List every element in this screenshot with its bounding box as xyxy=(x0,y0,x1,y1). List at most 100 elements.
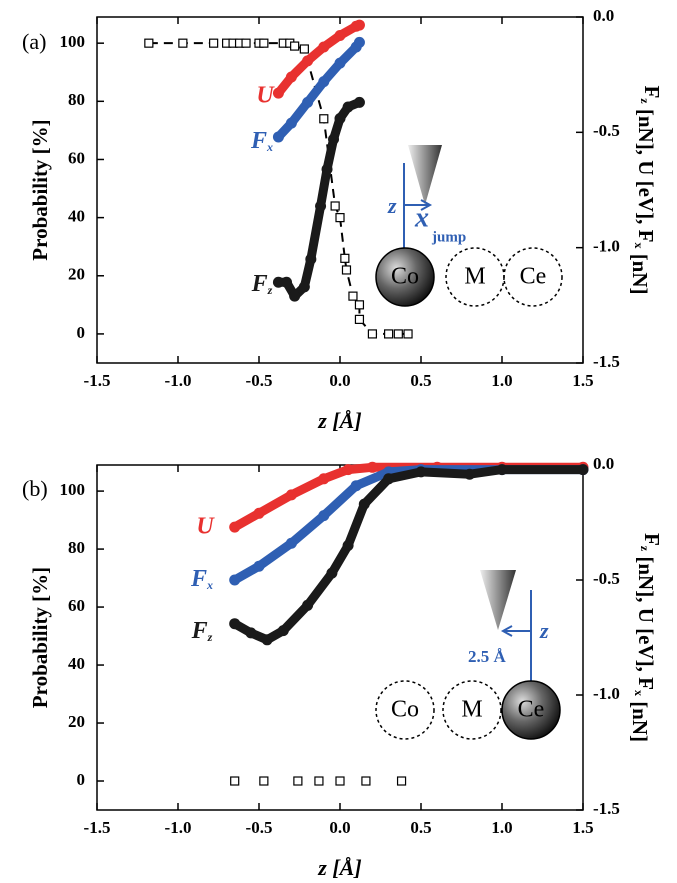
square-marker xyxy=(314,776,324,786)
dot-marker xyxy=(318,473,330,485)
x-tick-label: 1.5 xyxy=(572,818,593,837)
y2-tick-label: -1.5 xyxy=(593,352,620,371)
atom-label: M xyxy=(464,264,485,290)
y-tick-label: 80 xyxy=(68,90,85,109)
x-tick-label: 1.0 xyxy=(491,818,512,837)
dot-marker xyxy=(305,253,317,265)
annotation: x xyxy=(414,202,429,233)
y2-tick-label: -0.5 xyxy=(593,569,620,588)
dot-marker xyxy=(383,473,395,485)
dot-marker xyxy=(353,36,365,48)
y-tick-label: 20 xyxy=(68,712,85,731)
dot-marker xyxy=(277,625,289,637)
dot-marker xyxy=(342,464,354,476)
y2-axis-label: Fz [nN], U [eV], Fx [nN] xyxy=(628,533,664,742)
annotation: z xyxy=(387,193,397,218)
x-tick-label: -0.5 xyxy=(246,371,273,390)
y2-tick-label: -1.0 xyxy=(593,684,620,703)
dot-marker xyxy=(318,41,330,53)
y-axis-label: Probability [%] xyxy=(28,567,52,708)
atom-label: Co xyxy=(391,697,419,723)
y2-tick-label: 0.0 xyxy=(593,454,614,473)
square-marker xyxy=(403,329,413,339)
x-axis-label: z [Å] xyxy=(317,408,361,433)
dot-marker xyxy=(328,133,340,145)
y2-tick-label: 0.0 xyxy=(593,6,614,25)
series-label: U xyxy=(196,514,215,540)
y-tick-label: 80 xyxy=(68,538,85,557)
dot-marker xyxy=(496,464,508,476)
annotation: jump xyxy=(431,229,466,245)
y-tick-label: 40 xyxy=(68,207,85,226)
series-line xyxy=(230,465,588,585)
dot-marker xyxy=(245,627,257,639)
tip xyxy=(480,570,516,630)
square-marker xyxy=(144,38,154,48)
dot-marker xyxy=(315,200,327,212)
x-tick-label: -1.0 xyxy=(165,818,192,837)
x-tick-label: -1.5 xyxy=(84,371,111,390)
panel: -1.5 -1.0 -0.5 0.0 0.5 1.0 1.5 0 20 40 60 80 100 0.0 -… xyxy=(22,454,664,880)
dot-marker xyxy=(353,19,365,31)
y-tick-label: 40 xyxy=(68,654,85,673)
square-marker xyxy=(209,38,219,48)
series-label: Fx xyxy=(190,566,213,592)
dot-marker xyxy=(229,574,241,586)
dot-marker xyxy=(285,489,297,501)
square-marker xyxy=(259,38,269,48)
tip xyxy=(408,145,442,205)
atom-label: Ce xyxy=(518,697,545,723)
series-label: Fz xyxy=(251,271,273,297)
dot-marker xyxy=(334,112,346,124)
square-marker xyxy=(393,329,403,339)
square-marker xyxy=(290,41,300,51)
square-marker xyxy=(241,38,251,48)
x-tick-label: 0.5 xyxy=(410,371,431,390)
series-label: Fz xyxy=(191,618,213,644)
square-marker xyxy=(335,776,345,786)
dot-marker xyxy=(272,87,284,99)
x-tick-label: 0.0 xyxy=(329,818,350,837)
atom-label: Co xyxy=(391,264,419,290)
dot-marker xyxy=(285,537,297,549)
y2-tick-label: -0.5 xyxy=(593,121,620,140)
y-tick-label: 60 xyxy=(68,148,85,167)
square-marker xyxy=(384,329,394,339)
series-label: U xyxy=(256,83,275,109)
dot-marker xyxy=(253,560,265,572)
atom xyxy=(375,247,435,307)
square-marker xyxy=(330,201,340,211)
atom xyxy=(442,680,502,740)
dot-marker xyxy=(302,96,314,108)
dot-marker xyxy=(577,464,589,476)
x-tick-label: -0.5 xyxy=(246,818,273,837)
y-tick-label: 0 xyxy=(77,323,86,342)
series-label: Fx xyxy=(250,128,273,154)
square-marker xyxy=(396,776,407,786)
dot-marker xyxy=(289,290,301,302)
plot-frame xyxy=(96,464,584,811)
square-marker xyxy=(259,776,269,786)
atom xyxy=(501,680,561,740)
dot-marker xyxy=(298,281,310,293)
square-marker xyxy=(340,253,350,263)
square-marker xyxy=(354,314,365,324)
dot-marker xyxy=(342,540,354,551)
annotation: 2.5 Å xyxy=(468,647,507,666)
x-tick-label: 0.5 xyxy=(410,818,431,837)
square-marker xyxy=(299,44,309,54)
atom xyxy=(375,680,435,740)
dot-marker xyxy=(302,599,314,611)
dot-marker xyxy=(353,96,365,108)
x-tick-label: -1.5 xyxy=(84,818,111,837)
square-marker xyxy=(348,291,358,301)
atom xyxy=(503,247,563,307)
square-marker xyxy=(341,265,352,275)
y-tick-label: 0 xyxy=(77,770,86,789)
dot-marker xyxy=(321,163,333,175)
square-marker xyxy=(367,329,377,339)
x-tick-label: 1.5 xyxy=(572,371,593,390)
panel-label: (b) xyxy=(22,476,48,501)
